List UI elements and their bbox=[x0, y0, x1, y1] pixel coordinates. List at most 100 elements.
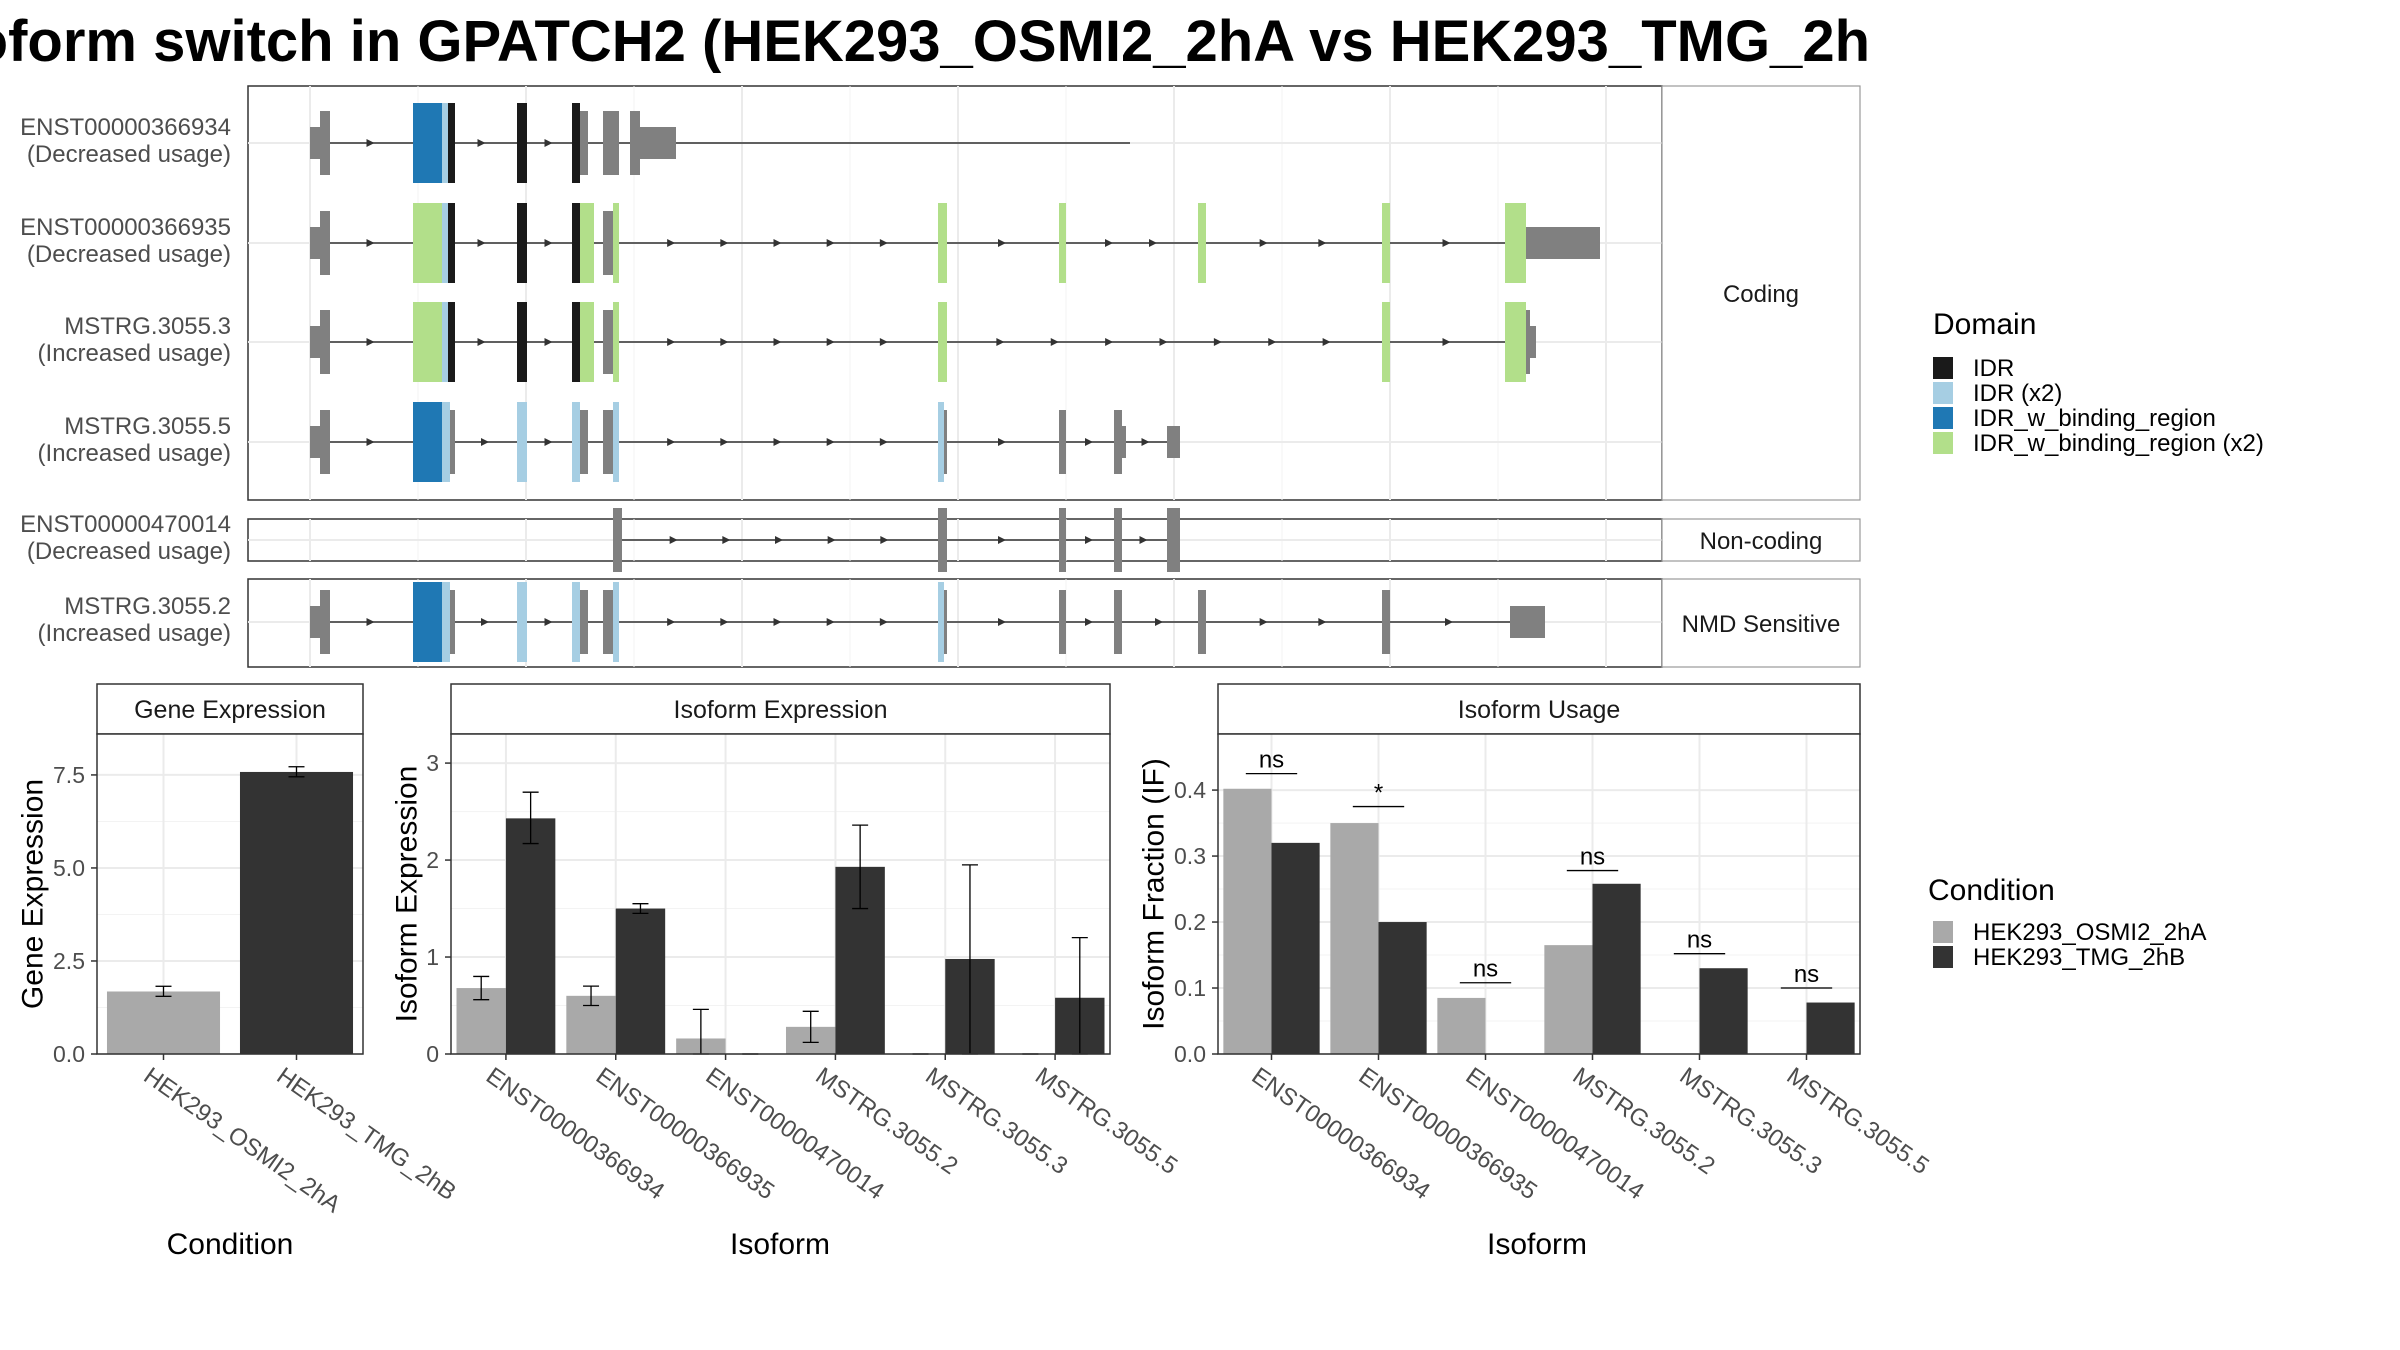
domain-idr-x2- bbox=[442, 402, 450, 482]
intron-arrow bbox=[998, 438, 1006, 446]
domain-idr-w-binding-region-x2- bbox=[613, 203, 619, 283]
x-axis-label: Isoform bbox=[1487, 1228, 1587, 1261]
intron-arrow bbox=[827, 536, 836, 544]
domain-idr-w-binding-region-x2- bbox=[613, 302, 619, 382]
intron-arrow bbox=[773, 338, 782, 346]
intron-arrow bbox=[1322, 338, 1331, 346]
chart-isoform-expression: Isoform Expression0123ENST00000366934ENS… bbox=[391, 683, 1182, 1261]
domain-idr bbox=[572, 103, 580, 183]
transcript-label: ENST00000366935 bbox=[20, 214, 231, 241]
domain-idr bbox=[572, 302, 580, 382]
exon bbox=[603, 111, 619, 175]
transcript-label: MSTRG.3055.5 bbox=[64, 413, 231, 440]
domain-idr bbox=[572, 203, 580, 283]
intron-arrow bbox=[720, 438, 729, 446]
intron-arrow bbox=[722, 536, 731, 544]
panel-strip bbox=[450, 683, 1111, 735]
domain-idr-w-binding-region-x2- bbox=[1505, 203, 1526, 283]
exon bbox=[320, 410, 330, 474]
exon bbox=[310, 127, 322, 159]
y-tick-label: 0.0 bbox=[1174, 1041, 1206, 1067]
exon bbox=[1059, 508, 1066, 572]
bar bbox=[1223, 788, 1272, 1054]
intron-arrow bbox=[1105, 239, 1113, 247]
plot-area bbox=[1218, 734, 1860, 1054]
x-tick-label: ENST00000366935 bbox=[1354, 1062, 1542, 1205]
domain-idr-x2- bbox=[442, 203, 448, 283]
y-tick-label: 1 bbox=[426, 944, 439, 970]
transcript-MSTRG.3055.5: MSTRG.3055.5(Increased usage) bbox=[38, 402, 1180, 482]
domain-idr-w-binding-region-x2- bbox=[938, 302, 947, 382]
exon bbox=[613, 508, 622, 572]
plot-border bbox=[450, 733, 1111, 1055]
intron-arrow bbox=[1105, 338, 1114, 346]
x-axis-label: Isoform bbox=[730, 1228, 830, 1261]
intron-arrow bbox=[998, 536, 1006, 544]
y-axis-label: Gene Expression bbox=[17, 779, 50, 1009]
intron-arrow bbox=[1085, 618, 1093, 626]
exon bbox=[1382, 590, 1390, 654]
domain-idr-w-binding-region-x2- bbox=[1382, 203, 1390, 283]
plot-border bbox=[96, 733, 364, 1055]
transcript-usage-label: (Increased usage) bbox=[38, 340, 231, 367]
facet-strip bbox=[1661, 518, 1861, 562]
bar bbox=[615, 908, 666, 1054]
y-tick-label: 5.0 bbox=[53, 855, 85, 881]
domain-idr-x2- bbox=[442, 302, 448, 382]
domain-idr-w-binding-region-x2- bbox=[580, 302, 594, 382]
intron-arrow bbox=[720, 618, 729, 626]
domain-idr-x2- bbox=[442, 103, 448, 183]
intron-arrow bbox=[544, 438, 553, 446]
transcript-MSTRG.3055.3: MSTRG.3055.3(Increased usage) bbox=[38, 302, 1536, 382]
bar bbox=[1330, 823, 1379, 1054]
transcript-label: ENST00000366934 bbox=[20, 114, 231, 141]
intron-arrow bbox=[477, 338, 486, 346]
x-tick-label: ENST00000366934 bbox=[1247, 1062, 1435, 1205]
intron-arrow bbox=[366, 438, 375, 446]
facet-strip bbox=[1661, 85, 1861, 501]
intron-arrow bbox=[1085, 536, 1093, 544]
facet-strip bbox=[1661, 578, 1861, 668]
panel-strip bbox=[96, 683, 364, 735]
exon bbox=[310, 227, 322, 259]
transcript-label: MSTRG.3055.2 bbox=[64, 593, 231, 620]
domain-idr-w-binding-region bbox=[413, 582, 442, 662]
facet-strip-label: NMD Sensitive bbox=[1682, 611, 1841, 638]
transcript-usage-label: (Increased usage) bbox=[38, 440, 231, 467]
intron-arrow bbox=[544, 338, 553, 346]
domain-legend-key bbox=[1933, 432, 1953, 454]
chart-title: e isoform switch in GPATCH2 (HEK293_OSMI… bbox=[0, 0, 1870, 80]
exon bbox=[1510, 606, 1545, 638]
intron-arrow bbox=[775, 536, 783, 544]
y-tick-label: 2.5 bbox=[53, 948, 85, 974]
panel-title: Gene Expression bbox=[134, 696, 326, 724]
transcript-usage-label: (Decreased usage) bbox=[27, 241, 231, 268]
condition-legend-label: HEK293_TMG_2hB bbox=[1973, 944, 2185, 971]
plot-area bbox=[451, 734, 1110, 1054]
bar bbox=[106, 991, 221, 1054]
exon bbox=[1167, 426, 1180, 458]
exon bbox=[1114, 508, 1122, 572]
x-tick-label: ENST00000366934 bbox=[481, 1062, 669, 1205]
intron-arrow bbox=[879, 338, 888, 346]
significance-label: ns bbox=[1687, 927, 1712, 954]
intron-arrow bbox=[996, 338, 1005, 346]
x-tick-label: ENST00000470014 bbox=[701, 1062, 889, 1205]
facet-panel bbox=[247, 85, 1663, 501]
domain-legend-key bbox=[1933, 357, 1953, 379]
intron-arrow bbox=[1085, 438, 1093, 446]
domain-legend-key bbox=[1933, 407, 1953, 429]
domain-idr bbox=[448, 203, 455, 283]
intron-arrow bbox=[1050, 338, 1059, 346]
structure-facet-0: Coding bbox=[247, 85, 1861, 501]
intron-arrow bbox=[1213, 338, 1222, 346]
intron-arrow bbox=[1259, 618, 1268, 626]
intron-arrow bbox=[667, 618, 676, 626]
exon bbox=[938, 508, 947, 572]
intron-arrow bbox=[720, 239, 729, 247]
bar bbox=[1592, 883, 1641, 1054]
significance-label: ns bbox=[1473, 956, 1498, 983]
domain-idr-x2- bbox=[613, 582, 619, 662]
domain-legend-label: IDR (x2) bbox=[1973, 380, 2062, 407]
